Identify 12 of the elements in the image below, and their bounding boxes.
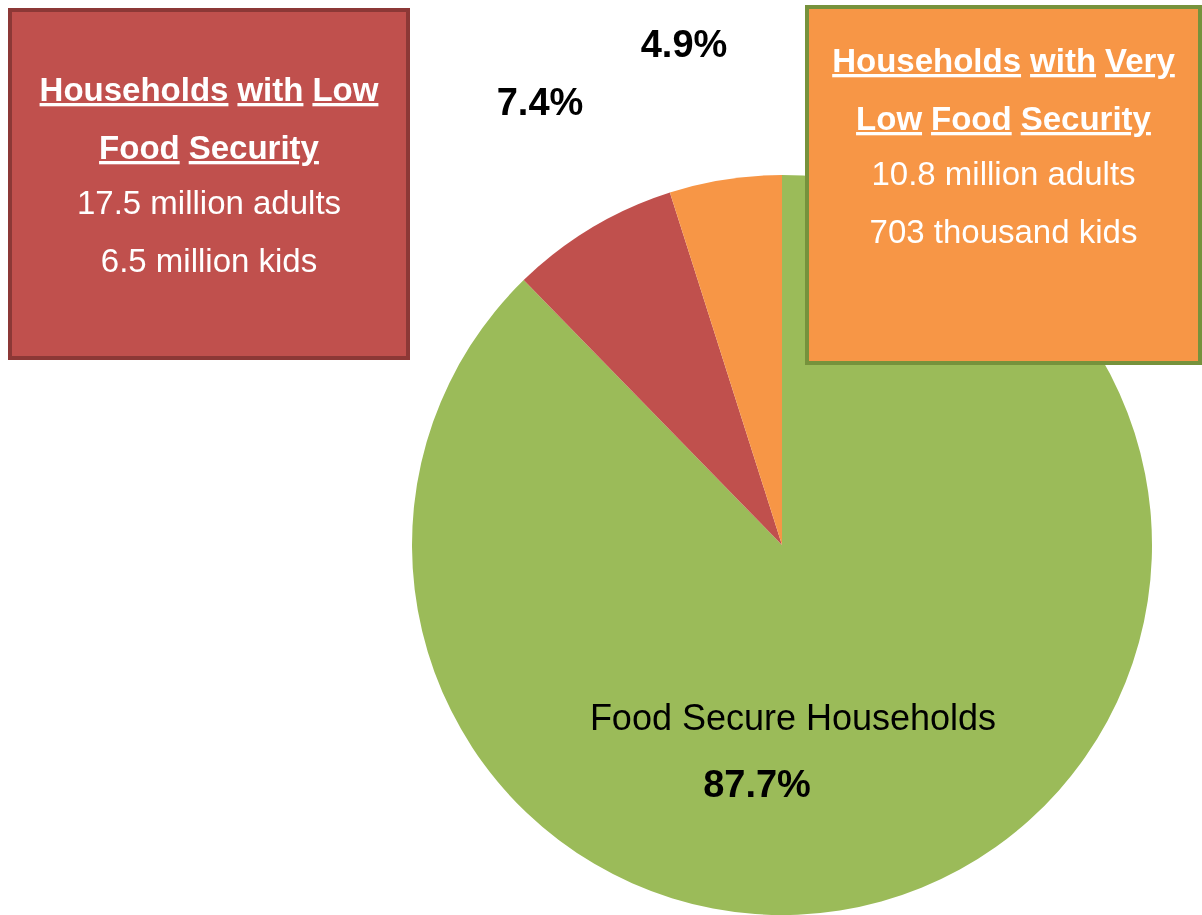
text: 703 thousand kids [869,213,1138,250]
data-label: 7.4% [496,81,584,123]
slice-label: Food Secure Households [589,697,997,738]
category-label: Households with Low Food Security [39,71,379,166]
pie-slice [523,192,782,545]
text: 6.5 million kids [100,242,318,279]
text: 10.8 million adults [871,155,1136,192]
data-label: 87.7% [703,763,811,805]
data-label: 4.9% [640,23,728,65]
text: 17.5 million adults [76,184,342,221]
category-label: Households with Very Low Food Security [832,42,1175,137]
pie-slice [669,175,782,545]
